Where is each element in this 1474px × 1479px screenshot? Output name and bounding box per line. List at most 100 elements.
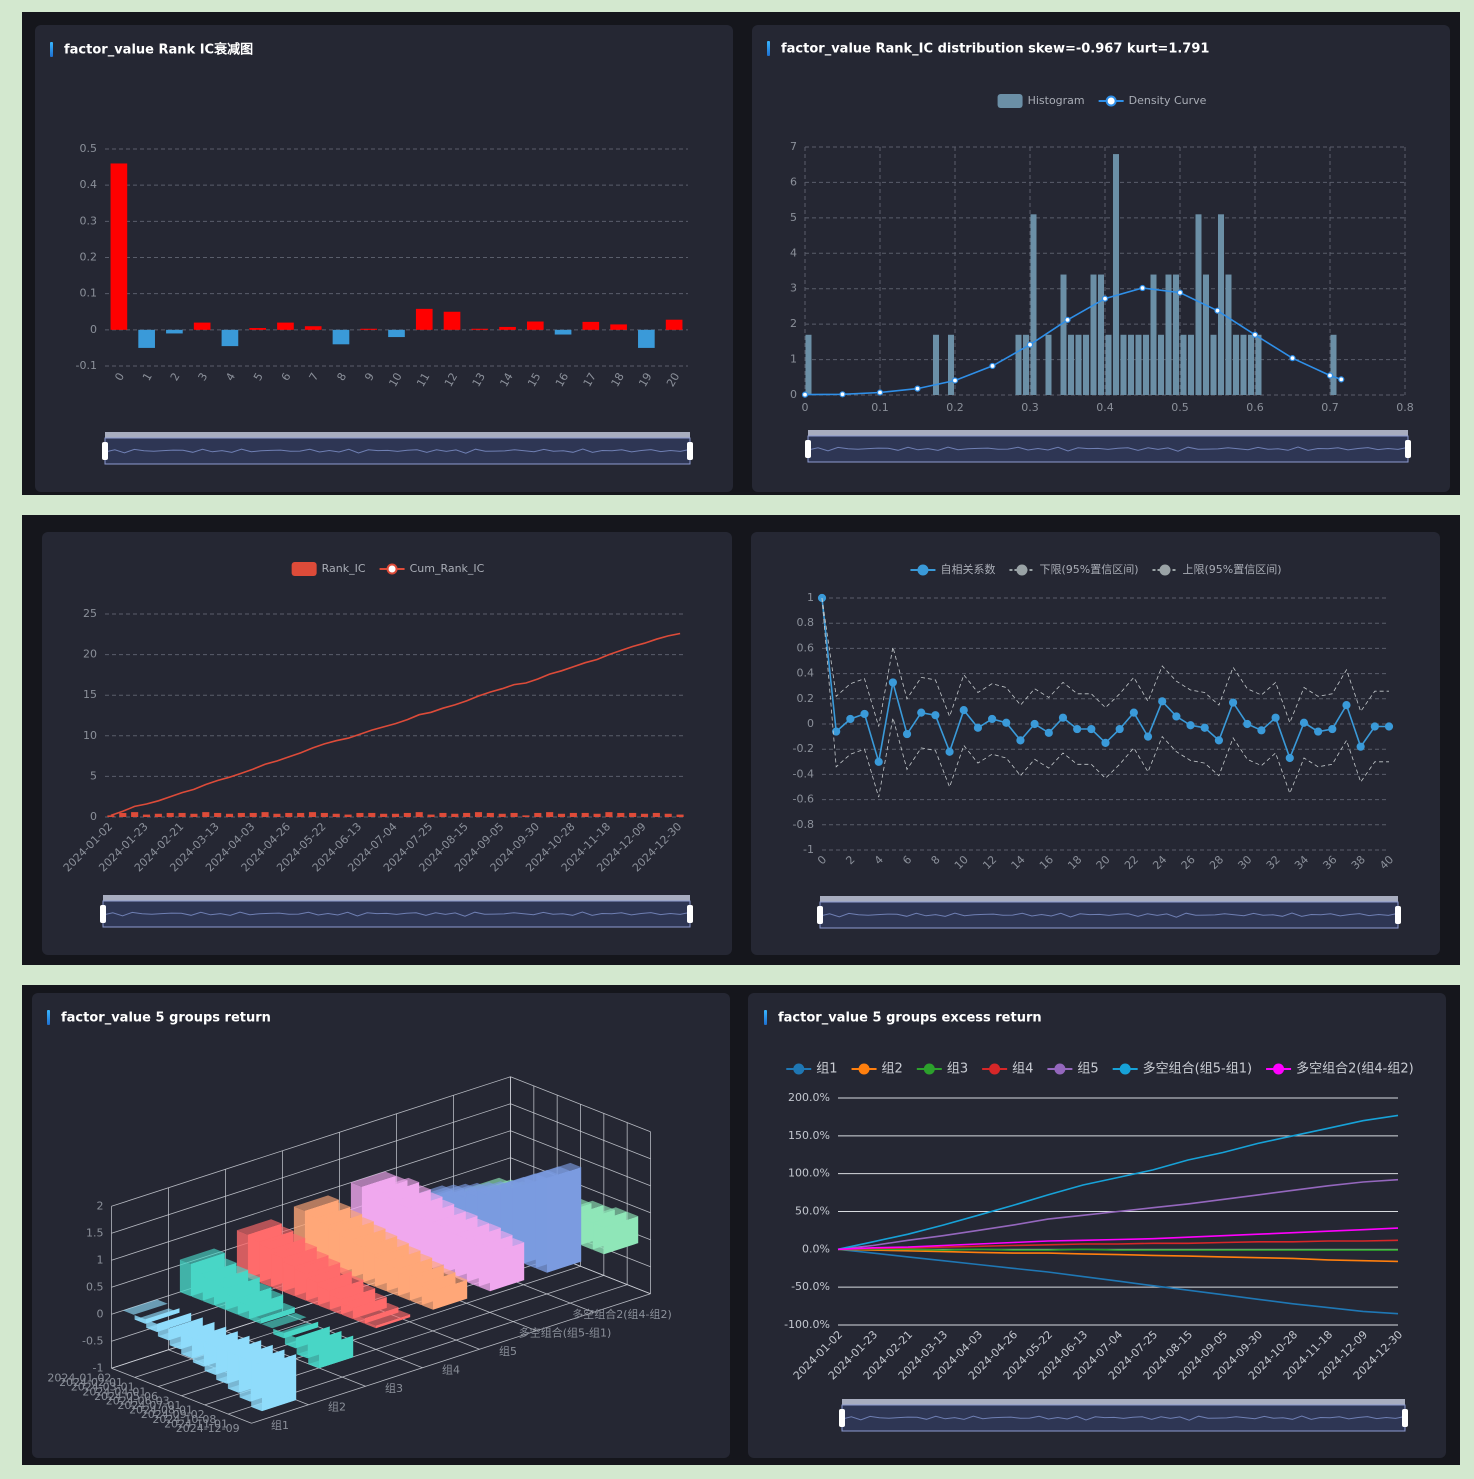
slider-handle[interactable] [839,1409,845,1427]
bar-side [283,1262,295,1297]
series-label: 组3 [385,1381,403,1395]
legend-item[interactable]: Rank_IC [291,562,366,576]
x-tick-label: 15 [525,371,543,390]
legend-item[interactable]: 组1 [786,1062,838,1077]
bar-3d [122,1299,168,1315]
y-tick-label: 1 [790,353,797,366]
slider-handle[interactable] [687,442,693,460]
slider-handle[interactable] [805,440,811,458]
bar-top [330,1284,376,1300]
point [1214,307,1221,314]
grid-line [111,1103,511,1234]
date-label: 2024-01-02 [47,1372,111,1385]
bar-3d [422,1275,468,1310]
legend-item[interactable]: Density Curve [1098,94,1207,107]
data-zoom-slider[interactable] [817,896,1401,929]
date-label: 2024-10-08 [152,1413,216,1426]
point [1200,723,1209,732]
y-tick-label: 150.0% [788,1129,830,1142]
x-tick-label: 0.2 [946,401,964,414]
histogram-bar [1240,334,1247,395]
legend-item[interactable]: 下限(95%置信区间) [1009,563,1139,576]
point [1299,718,1309,727]
legend-item[interactable]: 组2 [851,1062,903,1077]
x-tick-label: 0.3 [1021,401,1039,414]
data-zoom-slider[interactable] [805,430,1411,463]
bar [415,308,433,330]
slider-handle[interactable] [100,905,106,923]
legend-label: 组1 [816,1062,837,1077]
bar-top [536,1162,582,1179]
legend-symbol [989,1063,1001,1075]
slider-handle[interactable] [687,905,693,923]
slider-handle[interactable] [1402,1409,1408,1427]
legend-item[interactable]: 多空组合(组5-组1) [1112,1061,1252,1077]
y-tick-label: 5 [90,769,97,782]
x-tick-label: 0.8 [1396,401,1414,414]
slider-handle[interactable] [102,442,108,460]
bar-3d [365,1310,411,1329]
histogram-bar [1173,274,1179,395]
bar-3d [249,1303,295,1324]
bar-side [203,1276,214,1306]
slider-body [819,901,1399,929]
legend-item[interactable]: Cum_Rank_IC [379,562,485,575]
bar-top [387,1253,433,1269]
point [1087,724,1096,734]
y-tick-label: -0.4 [793,767,814,780]
bar-top [179,1248,225,1264]
line [837,1248,1399,1263]
legend-item[interactable]: Histogram [997,94,1085,108]
legend-item[interactable]: 多空组合2(组4-组2) [1266,1061,1414,1077]
point [1101,295,1109,302]
bar-side [398,1272,410,1301]
bar [221,329,239,347]
point [945,747,954,756]
y-tick-label: 0.3 [80,214,98,227]
series-label: 多空组合2(组4-组2) [572,1307,672,1321]
y-tick-label: 10 [83,729,97,742]
y-tick-label: 4 [790,246,797,259]
y-tick-label: 100.0% [788,1167,830,1180]
bar [676,814,684,817]
data-zoom-slider[interactable] [100,895,693,928]
histogram-bar [1330,334,1337,395]
bar-top [146,1316,192,1332]
bar [499,326,516,330]
z-tick-label: 1.5 [86,1226,104,1239]
point [1030,719,1039,729]
bar-3d [593,1211,639,1255]
histogram-bar [1083,334,1089,395]
y-tick-label: 0 [90,810,97,823]
legend-item[interactable]: 组4 [982,1062,1033,1077]
bar-side [295,1269,306,1301]
bar-3d [251,1354,297,1412]
bar [403,812,411,817]
x-tick-label: 0.7 [1321,401,1339,414]
slider-handle[interactable] [817,906,823,924]
legend-item[interactable]: 组3 [916,1062,968,1077]
bar-top [397,1192,443,1208]
legend-item[interactable]: 上限(95%置信区间) [1152,563,1282,576]
legend-item[interactable]: 组5 [1047,1062,1099,1077]
data-zoom-slider[interactable] [102,432,693,465]
y-tick-label: 0.2 [797,692,815,705]
series-label: 组1 [271,1418,289,1432]
bar-top [305,1202,351,1218]
point [1176,289,1184,296]
y-tick-label: 0.4 [80,178,98,191]
bar [546,812,554,817]
bar-top [271,1242,317,1258]
legend-item[interactable]: 自相关系数 [910,562,995,576]
y-tick-label: 0.4 [797,667,815,680]
bar [522,815,530,817]
slider-handle[interactable] [1395,906,1401,924]
point [1002,718,1011,727]
date-label: 2024-11-01 [164,1417,228,1430]
slider-handle[interactable] [1405,440,1411,458]
bar-top [341,1292,387,1309]
floor-grid [251,1293,651,1424]
bar-side [260,1244,271,1287]
data-zoom-slider[interactable] [839,1399,1408,1432]
bar-side [216,1347,227,1384]
